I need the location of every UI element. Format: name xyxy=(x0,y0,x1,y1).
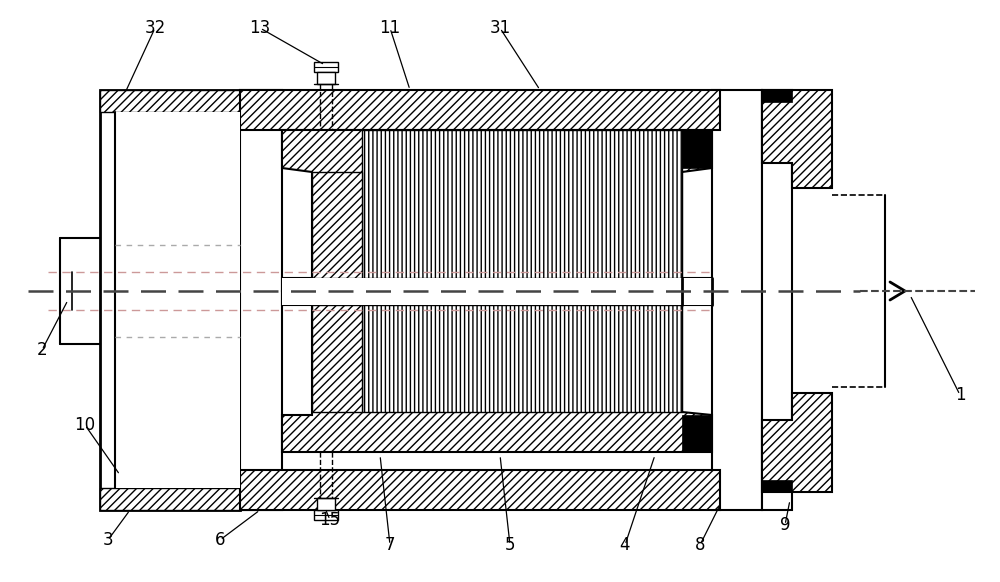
Text: 9: 9 xyxy=(780,516,790,534)
Polygon shape xyxy=(362,130,682,278)
Bar xyxy=(312,305,362,412)
Bar xyxy=(712,90,762,510)
Bar xyxy=(317,72,335,84)
Bar xyxy=(282,291,712,305)
Polygon shape xyxy=(762,90,792,102)
Bar xyxy=(312,172,362,278)
Bar xyxy=(115,112,240,488)
Bar xyxy=(314,62,338,72)
Bar xyxy=(100,90,240,510)
Bar xyxy=(317,498,335,510)
Text: 8: 8 xyxy=(695,536,705,554)
Polygon shape xyxy=(282,130,712,291)
Bar xyxy=(282,278,712,291)
Bar xyxy=(240,470,720,510)
Text: 1: 1 xyxy=(955,386,965,404)
Text: 15: 15 xyxy=(319,511,341,529)
Polygon shape xyxy=(282,291,712,452)
Bar xyxy=(314,510,338,520)
Text: 2: 2 xyxy=(37,341,47,359)
Polygon shape xyxy=(682,415,712,452)
Text: 31: 31 xyxy=(489,19,511,37)
Text: 32: 32 xyxy=(144,19,166,37)
Text: 10: 10 xyxy=(74,416,96,434)
Polygon shape xyxy=(762,90,832,188)
Bar xyxy=(240,90,720,130)
Bar xyxy=(762,90,792,510)
Text: 4: 4 xyxy=(620,536,630,554)
Bar xyxy=(100,488,240,510)
Polygon shape xyxy=(762,480,792,492)
Text: 7: 7 xyxy=(385,536,395,554)
Text: 11: 11 xyxy=(379,19,401,37)
Polygon shape xyxy=(362,305,682,412)
Bar xyxy=(240,90,282,510)
Bar xyxy=(100,90,240,112)
Text: 3: 3 xyxy=(103,531,113,549)
Polygon shape xyxy=(682,130,712,168)
Polygon shape xyxy=(762,393,832,492)
Text: 5: 5 xyxy=(505,536,515,554)
Text: 13: 13 xyxy=(249,19,271,37)
Text: 6: 6 xyxy=(215,531,225,549)
